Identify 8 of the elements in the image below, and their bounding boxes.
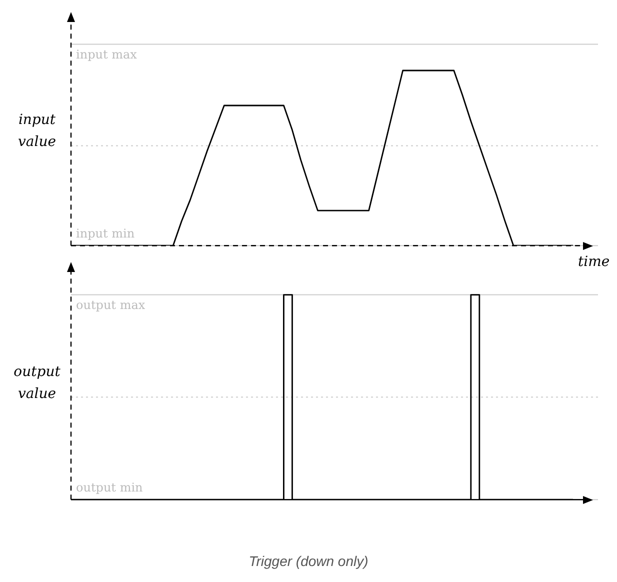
ref-line-label: output min	[76, 480, 144, 495]
ref-line-label: input min	[76, 226, 135, 241]
text: Trigger (down only)	[248, 553, 370, 569]
x-axis-title: time	[578, 254, 610, 270]
y-axis-title: output value	[12, 363, 62, 404]
ref-line-label: output max	[76, 298, 146, 312]
ref-line-label: input max	[76, 47, 138, 62]
y-axis-title: input value	[16, 111, 58, 152]
